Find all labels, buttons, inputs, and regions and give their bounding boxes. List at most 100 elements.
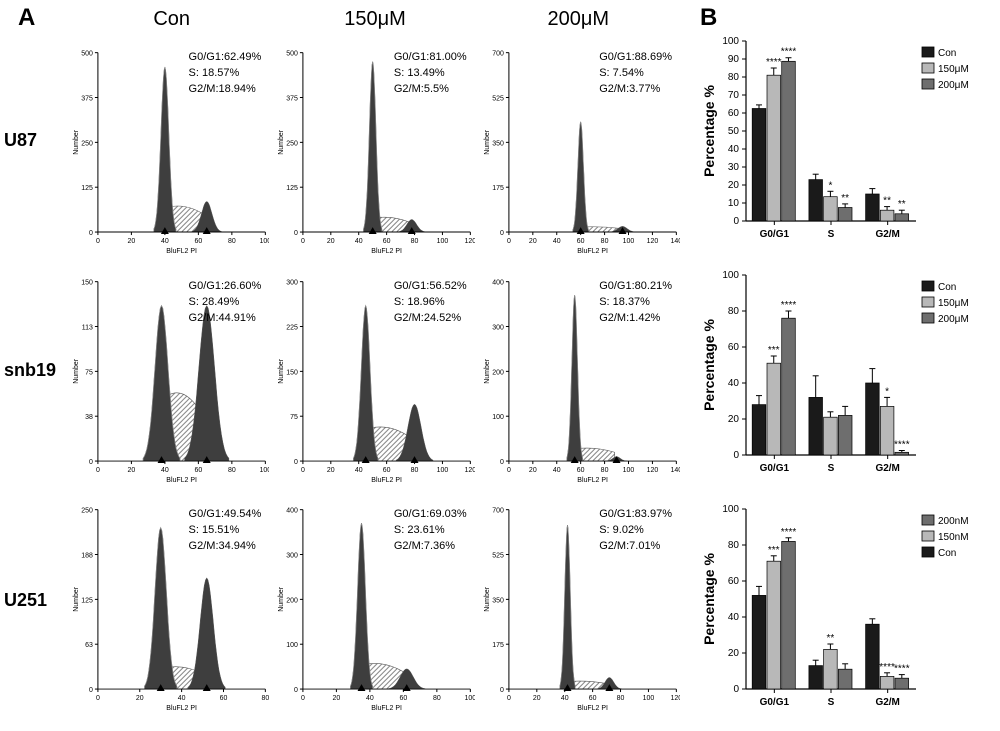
- row-label-snb19: snb19: [4, 360, 64, 381]
- svg-text:350: 350: [492, 598, 504, 605]
- svg-text:20: 20: [333, 695, 341, 702]
- cell-stats: G0/G1:81.00%S: 13.49%G2/M:5.5%: [394, 50, 467, 98]
- panel-b-label: B: [700, 4, 717, 32]
- svg-text:200: 200: [492, 369, 504, 376]
- bar-chart-column: 0102030405060708090100***************G0/…: [700, 30, 990, 720]
- svg-text:40: 40: [178, 695, 186, 702]
- svg-text:20: 20: [533, 695, 541, 702]
- figure-container: A B Con 150μM 200μM U87 snb19 U251: [0, 0, 1000, 731]
- svg-text:Number: Number: [484, 587, 491, 612]
- svg-text:BluFL2 PI: BluFL2 PI: [166, 477, 197, 484]
- histogram-cell: 0125250375500020406080100 BluFL2 PI Numb…: [70, 40, 269, 263]
- svg-text:375: 375: [81, 95, 93, 102]
- svg-text:0: 0: [89, 687, 93, 694]
- svg-text:80: 80: [411, 467, 419, 474]
- svg-text:BluFL2 PI: BluFL2 PI: [166, 248, 197, 255]
- svg-text:BluFL2 PI: BluFL2 PI: [577, 477, 608, 484]
- col-header: 200μM: [477, 8, 680, 31]
- svg-text:75: 75: [85, 369, 93, 376]
- panel-a-label: A: [18, 4, 35, 32]
- svg-text:60: 60: [728, 342, 740, 353]
- svg-text:100: 100: [287, 643, 299, 650]
- svg-text:80: 80: [261, 695, 269, 702]
- svg-text:****: ****: [879, 662, 895, 673]
- svg-text:100: 100: [722, 504, 739, 515]
- svg-text:375: 375: [287, 95, 299, 102]
- svg-text:40: 40: [553, 238, 561, 245]
- svg-text:Con: Con: [938, 282, 956, 293]
- svg-text:60: 60: [220, 695, 228, 702]
- svg-text:50: 50: [728, 126, 740, 137]
- bar-chart-svg: 0102030405060708090100***************G0/…: [700, 30, 990, 252]
- cell-stats: G0/G1:62.49%S: 18.57%G2/M:18.94%: [189, 50, 262, 98]
- svg-text:*: *: [828, 180, 832, 191]
- svg-text:Number: Number: [484, 358, 491, 383]
- svg-text:80: 80: [600, 467, 608, 474]
- svg-text:****: ****: [894, 664, 910, 675]
- svg-text:80: 80: [600, 238, 608, 245]
- cell-stats: G0/G1:69.03%S: 23.61%G2/M:7.36%: [394, 507, 467, 555]
- histogram-cell: 063125188250020406080 BluFL2 PI Number G…: [70, 497, 269, 720]
- bar-chart-svg: 020406080100*****************G0/G1SG2/M …: [700, 498, 990, 720]
- row-label-u87: U87: [4, 130, 64, 151]
- svg-text:Number: Number: [73, 587, 80, 612]
- svg-text:S: S: [828, 697, 835, 708]
- svg-text:0: 0: [301, 238, 305, 245]
- svg-text:100: 100: [722, 270, 739, 281]
- svg-text:20: 20: [529, 238, 537, 245]
- svg-text:40: 40: [355, 238, 363, 245]
- svg-text:G2/M: G2/M: [875, 229, 899, 240]
- svg-text:20: 20: [728, 414, 740, 425]
- svg-text:0: 0: [500, 687, 504, 694]
- svg-text:100: 100: [260, 238, 270, 245]
- svg-text:Number: Number: [278, 587, 285, 612]
- svg-text:80: 80: [728, 540, 740, 551]
- svg-text:63: 63: [85, 643, 93, 650]
- svg-text:200: 200: [287, 598, 299, 605]
- svg-text:BluFL2 PI: BluFL2 PI: [372, 248, 403, 255]
- svg-text:**: **: [898, 199, 906, 210]
- histogram-cell: 0100200300400020406080100120140 BluFL2 P…: [481, 269, 680, 492]
- svg-text:150: 150: [287, 369, 299, 376]
- svg-text:10: 10: [728, 198, 740, 209]
- svg-text:300: 300: [492, 324, 504, 331]
- svg-text:20: 20: [327, 238, 335, 245]
- svg-text:250: 250: [81, 140, 93, 147]
- svg-text:*: *: [885, 386, 889, 397]
- svg-text:400: 400: [287, 508, 299, 515]
- row-label-u251: U251: [4, 590, 64, 611]
- svg-text:0: 0: [500, 459, 504, 466]
- svg-text:80: 80: [616, 695, 624, 702]
- svg-text:500: 500: [287, 51, 299, 58]
- svg-text:700: 700: [492, 51, 504, 58]
- svg-text:500: 500: [81, 51, 93, 58]
- svg-text:G0/G1: G0/G1: [760, 463, 790, 474]
- svg-text:G0/G1: G0/G1: [760, 697, 790, 708]
- svg-text:90: 90: [728, 54, 740, 65]
- histogram-cell: 0175350525700020406080100120140 BluFL2 P…: [481, 40, 680, 263]
- col-header: 150μM: [273, 8, 476, 31]
- svg-text:****: ****: [781, 527, 797, 538]
- svg-text:60: 60: [728, 576, 740, 587]
- histogram-grid: 0125250375500020406080100 BluFL2 PI Numb…: [70, 40, 680, 720]
- svg-text:100: 100: [492, 414, 504, 421]
- svg-text:150nM: 150nM: [938, 532, 969, 543]
- svg-text:60: 60: [383, 467, 391, 474]
- col-header: Con: [70, 8, 273, 31]
- svg-text:Number: Number: [278, 129, 285, 154]
- svg-text:BluFL2 PI: BluFL2 PI: [577, 248, 608, 255]
- svg-text:Percentage %: Percentage %: [701, 553, 717, 645]
- svg-text:200nM: 200nM: [938, 516, 969, 527]
- svg-text:**: **: [841, 193, 849, 204]
- svg-text:525: 525: [492, 95, 504, 102]
- svg-text:20: 20: [136, 695, 144, 702]
- svg-text:40: 40: [728, 612, 740, 623]
- svg-text:**: **: [883, 196, 891, 207]
- svg-text:S: S: [828, 229, 835, 240]
- svg-text:175: 175: [492, 643, 504, 650]
- svg-text:***: ***: [768, 545, 780, 556]
- svg-text:0: 0: [96, 467, 100, 474]
- svg-text:0: 0: [500, 230, 504, 237]
- svg-text:60: 60: [400, 695, 408, 702]
- svg-text:Con: Con: [938, 548, 956, 559]
